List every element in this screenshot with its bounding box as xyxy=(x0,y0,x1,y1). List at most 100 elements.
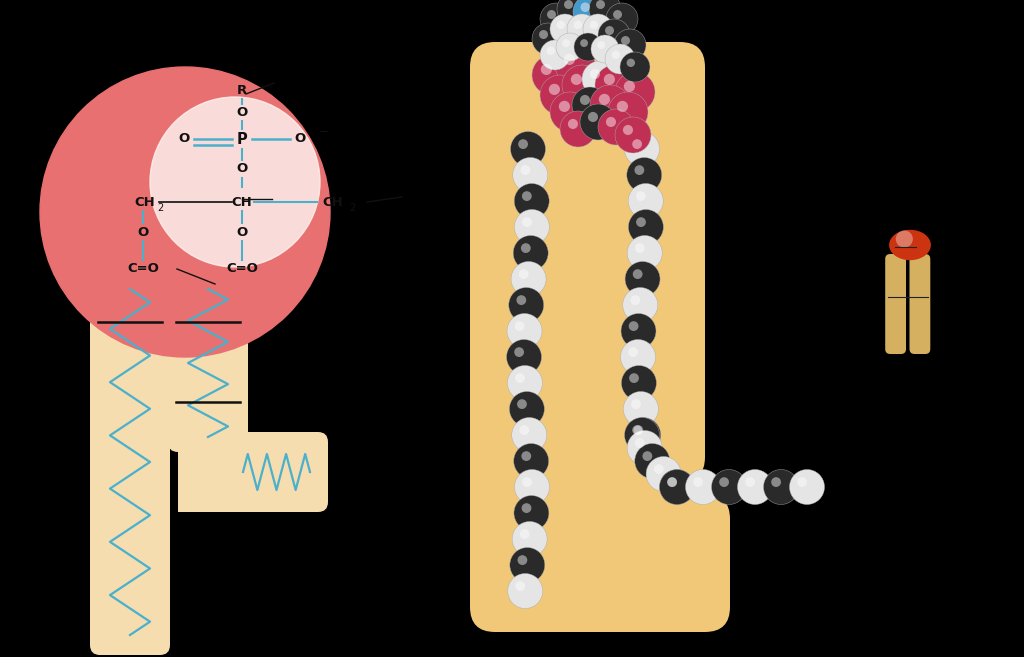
Circle shape xyxy=(557,0,589,25)
Circle shape xyxy=(509,288,544,323)
Circle shape xyxy=(627,430,663,466)
Circle shape xyxy=(636,217,646,227)
Circle shape xyxy=(519,269,528,279)
Circle shape xyxy=(606,3,638,35)
Circle shape xyxy=(564,54,575,65)
Circle shape xyxy=(560,111,596,147)
Circle shape xyxy=(539,30,548,39)
Circle shape xyxy=(632,139,642,149)
Circle shape xyxy=(668,477,677,487)
Circle shape xyxy=(588,112,598,122)
Circle shape xyxy=(517,555,527,565)
Circle shape xyxy=(572,87,608,123)
FancyBboxPatch shape xyxy=(470,42,608,632)
Circle shape xyxy=(611,51,620,59)
Circle shape xyxy=(633,269,643,279)
Circle shape xyxy=(521,503,531,513)
Circle shape xyxy=(583,14,613,44)
FancyBboxPatch shape xyxy=(168,274,248,452)
Circle shape xyxy=(896,231,912,248)
Circle shape xyxy=(150,97,319,267)
Circle shape xyxy=(596,0,605,9)
Text: 2: 2 xyxy=(349,203,355,213)
Circle shape xyxy=(590,85,630,125)
Circle shape xyxy=(515,321,524,331)
Circle shape xyxy=(634,425,643,435)
Circle shape xyxy=(635,443,670,478)
Circle shape xyxy=(659,470,694,505)
Circle shape xyxy=(615,117,651,153)
Ellipse shape xyxy=(889,230,931,260)
Circle shape xyxy=(516,295,526,305)
Circle shape xyxy=(513,235,548,271)
Circle shape xyxy=(625,131,659,166)
Circle shape xyxy=(631,295,640,305)
Circle shape xyxy=(521,451,531,461)
Circle shape xyxy=(40,67,330,357)
Circle shape xyxy=(547,10,556,19)
Circle shape xyxy=(520,165,530,175)
Circle shape xyxy=(608,92,648,132)
Circle shape xyxy=(589,0,621,25)
Circle shape xyxy=(514,495,549,530)
Circle shape xyxy=(511,261,546,296)
FancyBboxPatch shape xyxy=(525,494,730,632)
Circle shape xyxy=(636,191,646,201)
Circle shape xyxy=(580,95,590,105)
Circle shape xyxy=(598,19,630,51)
Circle shape xyxy=(629,210,664,244)
Circle shape xyxy=(625,417,659,453)
Circle shape xyxy=(514,470,550,505)
Circle shape xyxy=(582,61,618,97)
Circle shape xyxy=(562,65,602,105)
Text: C=O: C=O xyxy=(127,263,159,275)
Circle shape xyxy=(514,210,550,244)
Text: O: O xyxy=(137,225,148,238)
Circle shape xyxy=(629,321,639,331)
Circle shape xyxy=(604,74,615,85)
Circle shape xyxy=(598,109,634,145)
Circle shape xyxy=(626,417,660,453)
Circle shape xyxy=(790,470,824,505)
Text: C=O: C=O xyxy=(226,263,258,275)
Circle shape xyxy=(712,470,746,505)
Circle shape xyxy=(514,347,524,357)
Circle shape xyxy=(616,101,628,112)
Circle shape xyxy=(512,417,547,453)
Circle shape xyxy=(556,33,584,61)
FancyBboxPatch shape xyxy=(223,432,328,512)
Circle shape xyxy=(532,23,564,55)
Text: CH: CH xyxy=(322,196,343,208)
Circle shape xyxy=(635,165,644,175)
Circle shape xyxy=(573,20,582,29)
Circle shape xyxy=(581,39,588,47)
Circle shape xyxy=(518,139,528,149)
Circle shape xyxy=(625,261,660,296)
FancyBboxPatch shape xyxy=(90,274,170,655)
Circle shape xyxy=(532,55,572,95)
Circle shape xyxy=(522,191,531,201)
Circle shape xyxy=(549,84,560,95)
Circle shape xyxy=(540,40,570,70)
Circle shape xyxy=(646,457,681,491)
Circle shape xyxy=(624,392,658,426)
Circle shape xyxy=(521,243,530,253)
Circle shape xyxy=(580,104,616,140)
Circle shape xyxy=(508,574,543,608)
Text: CH: CH xyxy=(231,196,252,208)
Circle shape xyxy=(623,125,633,135)
Circle shape xyxy=(581,3,590,12)
Circle shape xyxy=(515,581,525,591)
Circle shape xyxy=(591,35,618,63)
Circle shape xyxy=(567,14,597,44)
Circle shape xyxy=(614,29,646,61)
Circle shape xyxy=(511,131,546,166)
Circle shape xyxy=(574,33,602,61)
Circle shape xyxy=(615,72,655,112)
Circle shape xyxy=(635,243,645,253)
Text: O: O xyxy=(237,162,248,175)
Circle shape xyxy=(798,477,807,487)
Circle shape xyxy=(568,119,578,129)
Circle shape xyxy=(621,36,630,45)
Circle shape xyxy=(517,399,527,409)
